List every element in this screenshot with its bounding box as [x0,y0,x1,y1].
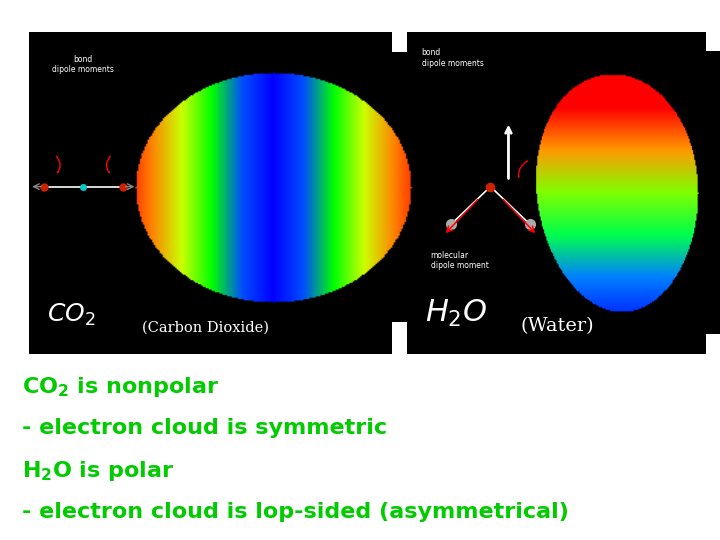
Bar [407,32,706,354]
Text: $\mathit{H_2O}$: $\mathit{H_2O}$ [425,298,487,329]
Text: $\mathbf{H_2O}$ is polar: $\mathbf{H_2O}$ is polar [22,459,174,483]
Text: $\mathit{CO_2}$: $\mathit{CO_2}$ [47,301,96,328]
Text: - electron cloud is lop-sided (asymmetrical): - electron cloud is lop-sided (asymmetri… [22,502,569,522]
FancyArrowPatch shape [518,161,528,177]
FancyArrowPatch shape [107,156,110,173]
Text: - electron cloud is symmetric: - electron cloud is symmetric [22,418,387,438]
FancyArrowPatch shape [56,156,60,173]
Text: bond
dipole moments: bond dipole moments [53,55,114,75]
Text: bond
dipole moments: bond dipole moments [422,49,484,68]
Text: (Water): (Water) [521,317,594,335]
Text: (Carbon Dioxide): (Carbon Dioxide) [142,320,269,334]
Text: $\mathbf{CO_2}$ is nonpolar: $\mathbf{CO_2}$ is nonpolar [22,375,219,399]
Bar [29,32,392,354]
Text: molecular
dipole moment: molecular dipole moment [431,251,489,271]
